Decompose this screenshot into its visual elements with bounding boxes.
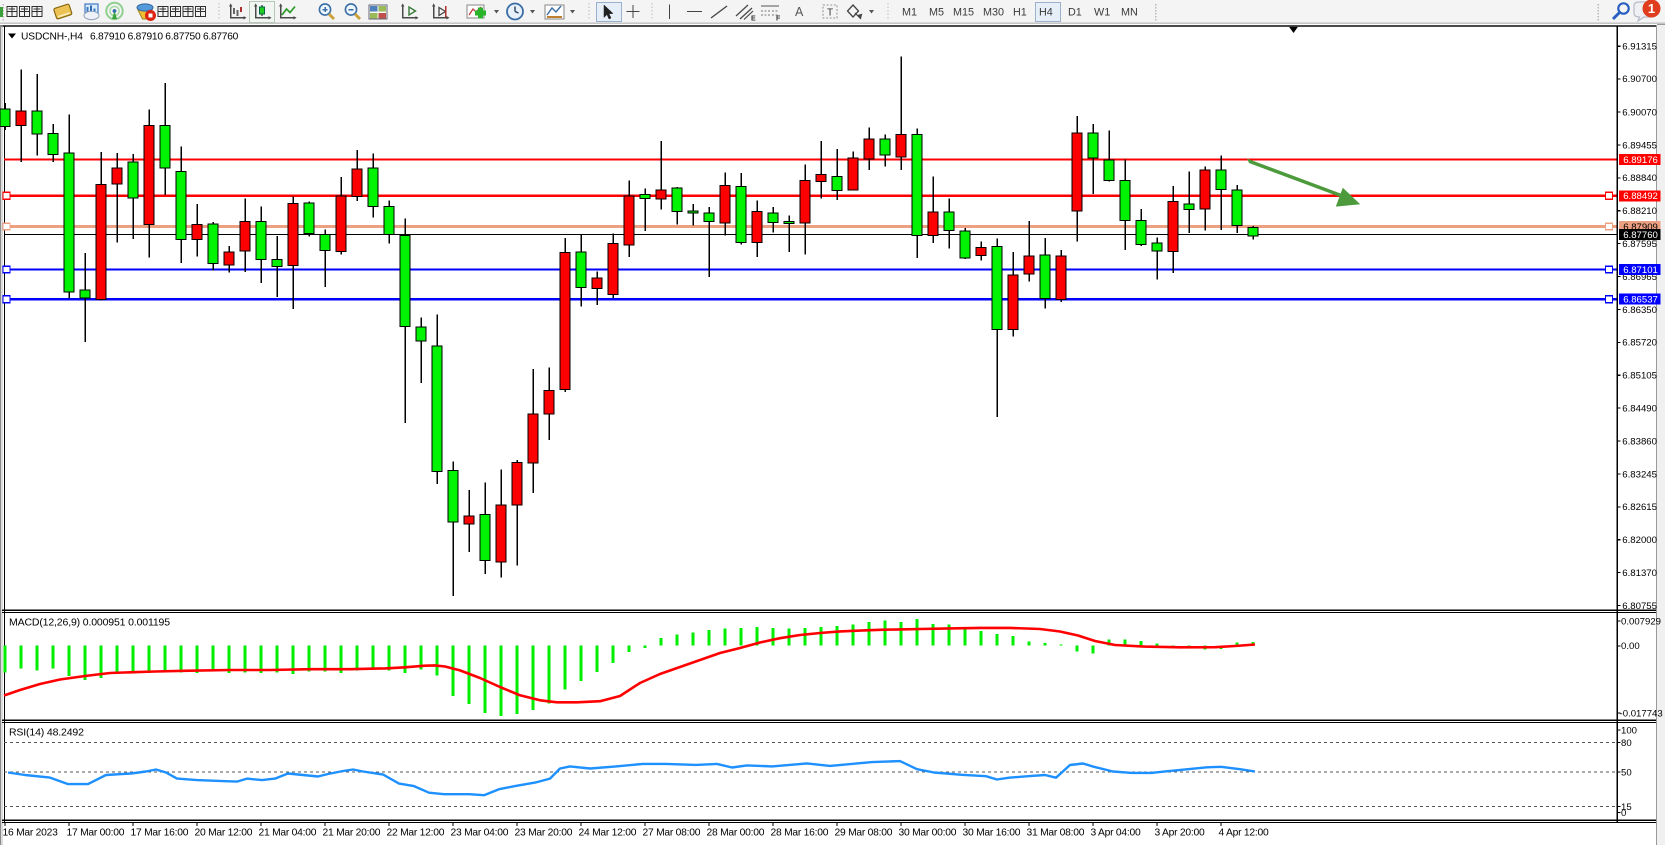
svg-text:A: A xyxy=(795,5,804,19)
svg-text:T: T xyxy=(827,8,833,19)
svg-text:6.85720: 6.85720 xyxy=(1622,338,1657,349)
svg-text:6.88210: 6.88210 xyxy=(1622,206,1657,217)
svg-text:22 Mar 12:00: 22 Mar 12:00 xyxy=(387,828,445,839)
svg-text:MN: MN xyxy=(1121,7,1138,19)
svg-text:H4: H4 xyxy=(1039,7,1053,19)
svg-text:3 Apr 20:00: 3 Apr 20:00 xyxy=(1155,828,1205,839)
svg-text:4 Apr 12:00: 4 Apr 12:00 xyxy=(1219,828,1269,839)
svg-text:6.87760: 6.87760 xyxy=(1623,230,1658,241)
svg-text:0.007929: 0.007929 xyxy=(1621,616,1661,627)
svg-text:M15: M15 xyxy=(953,7,974,19)
svg-text:20 Mar 12:00: 20 Mar 12:00 xyxy=(195,828,253,839)
svg-text:6.89176: 6.89176 xyxy=(1623,155,1658,166)
svg-text:30 Mar 00:00: 30 Mar 00:00 xyxy=(899,828,957,839)
svg-text:31 Mar 08:00: 31 Mar 08:00 xyxy=(1027,828,1085,839)
svg-text:1: 1 xyxy=(1648,1,1655,16)
svg-text:USDCNH-,H4: USDCNH-,H4 xyxy=(21,32,83,43)
svg-text:6.82615: 6.82615 xyxy=(1622,502,1657,513)
svg-text:80: 80 xyxy=(1621,738,1632,749)
svg-text:6.90700: 6.90700 xyxy=(1622,74,1657,85)
svg-text:6.91315: 6.91315 xyxy=(1622,42,1657,53)
svg-text:3 Apr 04:00: 3 Apr 04:00 xyxy=(1091,828,1141,839)
svg-text:15: 15 xyxy=(1621,802,1632,813)
svg-text:M30: M30 xyxy=(983,7,1004,19)
svg-text:24 Mar 12:00: 24 Mar 12:00 xyxy=(579,828,637,839)
svg-text:6.85105: 6.85105 xyxy=(1622,371,1657,382)
svg-text:RSI(14) 48.2492: RSI(14) 48.2492 xyxy=(9,727,84,739)
svg-text:17 Mar 00:00: 17 Mar 00:00 xyxy=(67,828,125,839)
svg-text:D1: D1 xyxy=(1068,7,1082,19)
svg-text:0.00: 0.00 xyxy=(1621,641,1640,652)
svg-text:30 Mar 16:00: 30 Mar 16:00 xyxy=(963,828,1021,839)
svg-text:6.87909: 6.87909 xyxy=(1623,222,1658,233)
svg-text:F: F xyxy=(776,16,781,23)
svg-text:23 Mar 20:00: 23 Mar 20:00 xyxy=(515,828,573,839)
svg-text:M1: M1 xyxy=(902,7,917,19)
svg-text:6.83860: 6.83860 xyxy=(1622,436,1657,447)
svg-text:28 Mar 00:00: 28 Mar 00:00 xyxy=(707,828,765,839)
svg-text:6.86537: 6.86537 xyxy=(1623,295,1658,306)
svg-text:0: 0 xyxy=(1621,808,1626,819)
svg-text:6.84490: 6.84490 xyxy=(1622,404,1657,415)
svg-text:6.82000: 6.82000 xyxy=(1622,535,1657,546)
svg-text:6.88840: 6.88840 xyxy=(1622,173,1657,184)
svg-text:100: 100 xyxy=(1621,725,1637,736)
svg-text:28 Mar 16:00: 28 Mar 16:00 xyxy=(771,828,829,839)
svg-text:6.87101: 6.87101 xyxy=(1623,265,1658,276)
svg-text:MACD(12,26,9) 0.000951 0.00119: MACD(12,26,9) 0.000951 0.001195 xyxy=(9,617,170,629)
svg-text:29 Mar 08:00: 29 Mar 08:00 xyxy=(835,828,893,839)
svg-text:6.90070: 6.90070 xyxy=(1622,107,1657,118)
svg-text:H1: H1 xyxy=(1013,7,1027,19)
svg-text:6.81370: 6.81370 xyxy=(1622,568,1657,579)
svg-text:6.88492: 6.88492 xyxy=(1623,191,1658,202)
svg-text:23 Mar 04:00: 23 Mar 04:00 xyxy=(451,828,509,839)
svg-text:M5: M5 xyxy=(929,7,944,19)
svg-text:6.87910 6.87910 6.87750 6.8776: 6.87910 6.87910 6.87750 6.87760 xyxy=(90,32,239,43)
svg-text:27 Mar 08:00: 27 Mar 08:00 xyxy=(643,828,701,839)
svg-text:6.89455: 6.89455 xyxy=(1622,140,1657,151)
svg-text:17 Mar 16:00: 17 Mar 16:00 xyxy=(131,828,189,839)
svg-text:50: 50 xyxy=(1621,767,1632,778)
svg-text:6.86350: 6.86350 xyxy=(1622,305,1657,316)
svg-text:6.80755: 6.80755 xyxy=(1622,601,1657,612)
svg-text:21 Mar 04:00: 21 Mar 04:00 xyxy=(259,828,317,839)
svg-text:E: E xyxy=(751,16,756,23)
svg-text:6.83245: 6.83245 xyxy=(1622,469,1657,480)
svg-text:6.86965: 6.86965 xyxy=(1622,272,1657,283)
svg-text:6.87595: 6.87595 xyxy=(1622,239,1657,250)
svg-text:21 Mar 20:00: 21 Mar 20:00 xyxy=(323,828,381,839)
svg-text:16 Mar 2023: 16 Mar 2023 xyxy=(3,828,59,839)
svg-text:-0.017743: -0.017743 xyxy=(1620,708,1663,719)
svg-text:W1: W1 xyxy=(1094,7,1110,19)
